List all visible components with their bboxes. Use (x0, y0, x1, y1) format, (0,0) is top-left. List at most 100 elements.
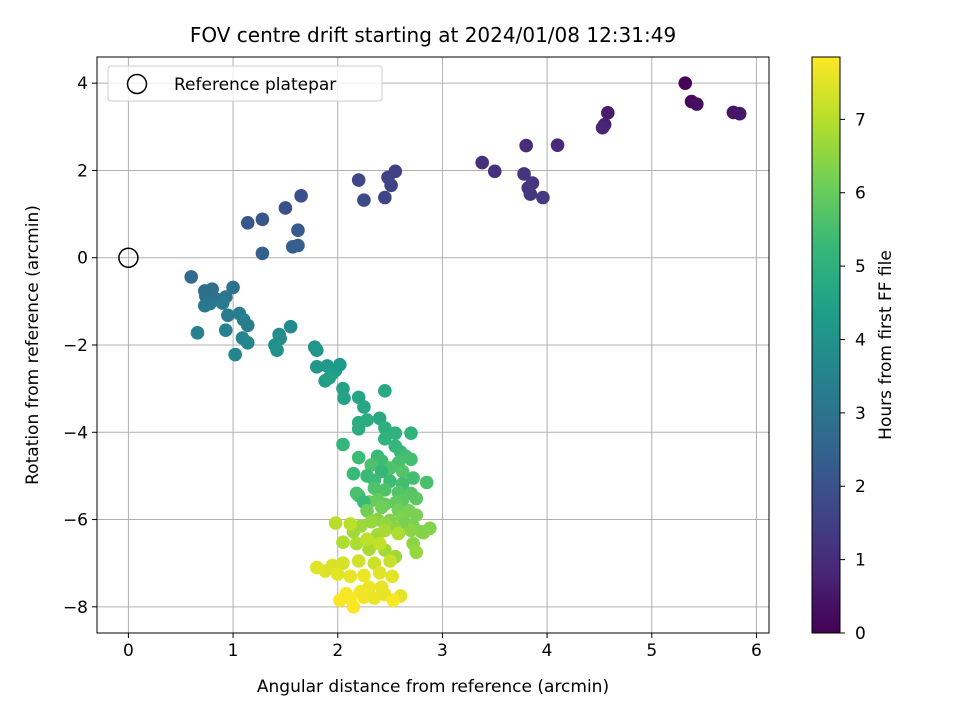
colorbar-tick-label: 5 (855, 257, 866, 277)
colorbar-tick-label: 7 (855, 110, 866, 130)
x-tick-label: 0 (123, 641, 134, 661)
data-point (388, 426, 403, 440)
data-point (732, 106, 747, 121)
x-tick-label: 1 (228, 641, 239, 661)
reference-platepar-marker (118, 247, 139, 268)
colorbar-tick-label: 3 (855, 404, 866, 424)
data-point (285, 240, 300, 254)
data-point (487, 164, 502, 179)
chart-title: FOV centre drift starting at 2024/01/08 … (190, 23, 676, 47)
data-point (678, 76, 693, 90)
x-tick-label: 2 (332, 641, 343, 661)
data-point (378, 190, 392, 205)
data-point (330, 567, 345, 581)
data-point (221, 308, 235, 323)
y-axis-label: Rotation from reference (arcmin) (23, 205, 43, 485)
data-point (240, 336, 255, 350)
data-point (337, 391, 351, 406)
grid (97, 57, 769, 633)
data-point (360, 504, 374, 518)
data-point (395, 464, 410, 479)
data-point (689, 97, 704, 111)
data-point (349, 536, 364, 551)
data-point (384, 178, 398, 193)
data-point (255, 246, 270, 261)
data-point (310, 360, 324, 374)
legend-box (107, 65, 383, 102)
data-point (378, 483, 392, 497)
data-point (343, 517, 358, 531)
data-point (351, 554, 366, 568)
data-point (525, 176, 540, 190)
data-point (404, 523, 418, 538)
data-point (404, 452, 418, 467)
legend-entry-reference-platepar: Reference platepar (174, 75, 336, 95)
data-point (255, 212, 270, 227)
data-point (218, 323, 233, 337)
data-point (215, 296, 230, 310)
data-point (278, 201, 293, 215)
data-point (294, 188, 308, 203)
colorbar-gradient (811, 56, 841, 634)
legend-marker-reference (126, 73, 148, 95)
colorbar-tick-label: 2 (855, 477, 866, 497)
data-point (550, 138, 565, 152)
data-point (409, 508, 424, 522)
data-point (351, 450, 366, 465)
y-tick-label: 4 (77, 74, 88, 94)
data-point (409, 491, 424, 506)
data-point (360, 532, 374, 546)
data-point (385, 569, 399, 584)
data-point (190, 325, 205, 340)
data-point (404, 426, 418, 440)
y-tick-label: −8 (63, 598, 88, 618)
data-point (419, 475, 434, 490)
data-point (270, 343, 284, 358)
data-point (367, 481, 382, 495)
data-point (391, 526, 406, 541)
y-tick-label: −4 (63, 423, 88, 443)
data-point (228, 347, 242, 362)
data-point (357, 400, 371, 414)
data-point (364, 458, 379, 472)
axis-ticks: 0 1 2 3 4 5 6 −8 −6 −4 −2 0 2 4 (63, 74, 762, 661)
data-point (198, 298, 212, 313)
data-point (374, 500, 389, 515)
colorbar: 0 1 2 3 4 5 6 7 Hours from first FF file (811, 56, 896, 644)
data-point (283, 319, 298, 334)
data-point (409, 545, 424, 560)
data-point (310, 343, 324, 358)
data-point (346, 466, 361, 481)
data-point (475, 155, 489, 170)
data-point (367, 591, 382, 605)
data-point (386, 593, 401, 608)
x-tick-label: 6 (751, 641, 762, 661)
data-point (240, 216, 255, 230)
data-point (416, 525, 431, 540)
data-point (378, 432, 392, 446)
data-point (310, 560, 324, 575)
data-point (357, 568, 371, 583)
data-point (357, 193, 371, 207)
data-point (328, 516, 343, 530)
data-point (357, 590, 371, 605)
data-point (336, 535, 350, 550)
data-point (378, 384, 392, 398)
data-point (372, 565, 387, 580)
data-point (601, 106, 615, 120)
colorbar-tick-label: 0 (855, 624, 866, 644)
legend: Reference platepar (107, 65, 383, 102)
data-point (346, 600, 361, 614)
data-point (336, 437, 350, 452)
data-point (519, 138, 533, 153)
x-tick-label: 3 (437, 641, 448, 661)
data-point (378, 421, 392, 435)
y-tick-label: −6 (63, 511, 88, 531)
x-tick-label: 5 (646, 641, 657, 661)
colorbar-tick-label: 6 (855, 184, 866, 204)
data-point (406, 471, 420, 485)
data-point (322, 370, 337, 385)
data-point (336, 556, 350, 570)
